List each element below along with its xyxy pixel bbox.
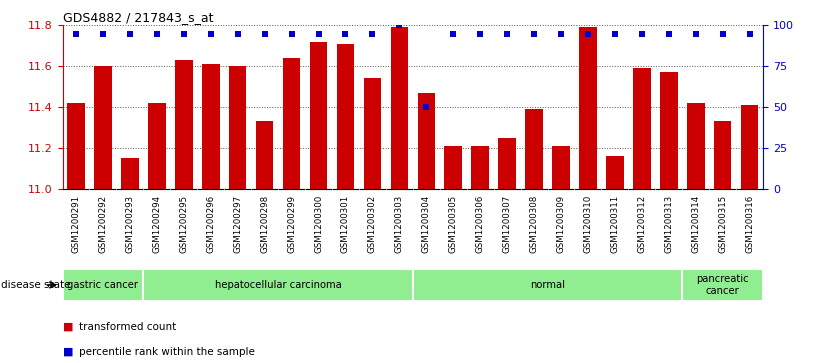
- Text: GSM1200313: GSM1200313: [665, 195, 673, 253]
- Text: gastric cancer: gastric cancer: [68, 280, 138, 290]
- Text: ■: ■: [63, 347, 73, 357]
- Bar: [283, 58, 300, 189]
- Bar: [552, 146, 570, 189]
- Bar: [714, 121, 731, 189]
- Bar: [413, 269, 682, 301]
- Bar: [148, 103, 166, 189]
- Text: GSM1200312: GSM1200312: [637, 195, 646, 253]
- Text: GSM1200298: GSM1200298: [260, 195, 269, 253]
- Text: GSM1200299: GSM1200299: [287, 195, 296, 253]
- Bar: [682, 269, 763, 301]
- Text: GSM1200293: GSM1200293: [125, 195, 134, 253]
- Bar: [606, 156, 624, 189]
- Bar: [741, 105, 758, 189]
- Text: pancreatic
cancer: pancreatic cancer: [696, 274, 749, 296]
- Text: GSM1200314: GSM1200314: [691, 195, 701, 253]
- Bar: [202, 64, 219, 189]
- Text: percentile rank within the sample: percentile rank within the sample: [79, 347, 255, 357]
- Bar: [660, 72, 677, 189]
- Bar: [143, 269, 413, 301]
- Text: GSM1200303: GSM1200303: [394, 195, 404, 253]
- Text: GSM1200307: GSM1200307: [503, 195, 511, 253]
- Text: transformed count: transformed count: [79, 322, 177, 332]
- Bar: [175, 60, 193, 189]
- Text: GSM1200292: GSM1200292: [98, 195, 108, 253]
- Text: GSM1200291: GSM1200291: [72, 195, 81, 253]
- Bar: [445, 146, 462, 189]
- Bar: [121, 158, 138, 189]
- Text: GSM1200297: GSM1200297: [234, 195, 242, 253]
- Bar: [390, 28, 408, 189]
- Bar: [499, 138, 516, 189]
- Bar: [418, 93, 435, 189]
- Text: GDS4882 / 217843_s_at: GDS4882 / 217843_s_at: [63, 11, 213, 24]
- Text: disease state: disease state: [1, 280, 70, 290]
- Text: normal: normal: [530, 280, 565, 290]
- Bar: [68, 103, 85, 189]
- Bar: [525, 109, 543, 189]
- Text: GSM1200315: GSM1200315: [718, 195, 727, 253]
- Text: GSM1200308: GSM1200308: [530, 195, 539, 253]
- Text: GSM1200305: GSM1200305: [449, 195, 458, 253]
- Bar: [687, 103, 705, 189]
- Bar: [309, 42, 327, 189]
- Text: GSM1200310: GSM1200310: [584, 195, 592, 253]
- Bar: [94, 66, 112, 189]
- Text: GSM1200295: GSM1200295: [179, 195, 188, 253]
- Text: GSM1200316: GSM1200316: [745, 195, 754, 253]
- Text: GSM1200311: GSM1200311: [610, 195, 620, 253]
- Text: GSM1200301: GSM1200301: [341, 195, 350, 253]
- Bar: [337, 44, 354, 189]
- Text: GSM1200309: GSM1200309: [556, 195, 565, 253]
- Bar: [471, 146, 489, 189]
- Text: GSM1200300: GSM1200300: [314, 195, 323, 253]
- Text: hepatocellular carcinoma: hepatocellular carcinoma: [214, 280, 341, 290]
- Bar: [633, 68, 651, 189]
- Bar: [364, 78, 381, 189]
- Bar: [579, 28, 597, 189]
- Text: GSM1200296: GSM1200296: [206, 195, 215, 253]
- Text: GSM1200304: GSM1200304: [422, 195, 431, 253]
- Text: GSM1200302: GSM1200302: [368, 195, 377, 253]
- Text: GSM1200306: GSM1200306: [475, 195, 485, 253]
- Bar: [256, 121, 274, 189]
- Bar: [229, 66, 247, 189]
- Text: ■: ■: [63, 322, 73, 332]
- Text: GSM1200294: GSM1200294: [153, 195, 161, 253]
- Bar: [63, 269, 143, 301]
